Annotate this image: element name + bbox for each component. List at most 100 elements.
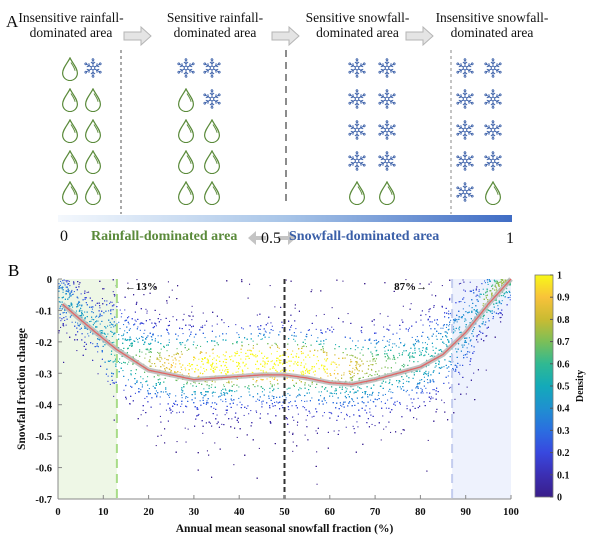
right-arrow-icon xyxy=(278,231,296,245)
scatter-point xyxy=(460,301,462,303)
scatter-point xyxy=(112,361,114,363)
scatter-point xyxy=(388,407,390,409)
scatter-point xyxy=(463,314,465,316)
scatter-point xyxy=(137,339,139,341)
scatter-point xyxy=(333,430,335,432)
scatter-point xyxy=(128,323,130,325)
scatter-point xyxy=(506,288,508,290)
scatter-point xyxy=(138,388,140,390)
scatter-point xyxy=(338,408,340,410)
scatter-point xyxy=(318,391,320,393)
scatter-point xyxy=(194,357,196,359)
scatter-point xyxy=(139,329,141,331)
scatter-point xyxy=(160,319,162,321)
scatter-point xyxy=(141,351,143,353)
scatter-point xyxy=(271,386,273,388)
raindrop-icon xyxy=(177,119,195,143)
scatter-point xyxy=(311,397,313,399)
scatter-point xyxy=(497,305,499,307)
scatter-point xyxy=(262,400,264,402)
scatter-point xyxy=(443,366,445,368)
scatter-point xyxy=(95,304,97,306)
scatter-point xyxy=(475,288,477,290)
scatter-point xyxy=(211,349,213,351)
stage-title-line2: dominated area xyxy=(450,25,534,40)
scatter-point xyxy=(198,358,200,360)
scatter-point xyxy=(302,374,304,376)
scatter-point xyxy=(102,330,104,332)
scatter-point xyxy=(270,329,272,331)
scatter-point xyxy=(428,371,430,373)
scatter-point xyxy=(166,359,168,361)
snowflake-icon xyxy=(348,59,366,78)
scatter-point xyxy=(165,387,167,389)
scatter-point xyxy=(311,383,313,385)
scatter-point xyxy=(159,396,161,398)
scatter-point xyxy=(191,319,193,321)
raindrop-icon xyxy=(61,88,79,112)
scatter-point xyxy=(453,320,455,322)
scatter-point xyxy=(468,305,470,307)
scatter-point xyxy=(349,370,351,372)
scatter-point xyxy=(307,329,309,331)
scatter-point xyxy=(164,357,166,359)
scatter-point xyxy=(404,364,406,366)
scatter-point xyxy=(413,372,415,374)
scatter-point xyxy=(264,366,266,368)
scatter-point xyxy=(285,397,287,399)
scatter-point xyxy=(275,343,277,345)
scatter-point xyxy=(274,405,276,407)
scatter-point xyxy=(371,423,373,425)
scatter-point xyxy=(229,356,231,358)
scatter-point xyxy=(275,364,277,366)
stage-title-insensitive-rainfall: Insensitive rainfall- dominated area xyxy=(6,10,136,40)
scatter-point xyxy=(473,372,475,374)
snowflake-icon xyxy=(348,152,366,171)
scatter-point xyxy=(371,369,373,371)
scatter-point xyxy=(420,387,422,389)
scatter-point xyxy=(198,413,200,415)
scatter-point xyxy=(296,424,298,426)
raindrop-icon xyxy=(84,88,102,112)
scatter-point xyxy=(269,391,271,393)
scatter-point xyxy=(414,349,416,351)
scatter-point xyxy=(234,352,236,354)
scatter-point xyxy=(146,425,148,427)
scatter-point xyxy=(60,287,62,289)
scatter-point xyxy=(78,300,80,302)
scatter-point xyxy=(486,335,488,337)
snowflake-icon xyxy=(456,90,474,109)
scatter-point xyxy=(449,279,451,281)
scatter-point xyxy=(357,426,359,428)
scatter-point xyxy=(280,362,282,364)
scatter-point xyxy=(455,348,457,350)
scatter-point xyxy=(323,397,325,399)
scatter-point xyxy=(60,320,62,322)
scatter-point xyxy=(392,392,394,394)
scatter-point xyxy=(375,358,377,360)
scatter-point xyxy=(379,313,381,315)
scatter-point xyxy=(287,356,289,358)
scatter-point xyxy=(206,381,208,383)
scatter-point xyxy=(362,391,364,393)
scatter-point xyxy=(206,400,208,402)
scatter-point xyxy=(478,289,480,291)
scatter-point xyxy=(240,358,242,360)
scatter-point xyxy=(213,340,215,342)
scatter-point xyxy=(248,344,250,346)
rainfall-dominated-label: Rainfall-dominated area xyxy=(91,229,238,244)
scatter-point xyxy=(426,392,428,394)
scatter-point xyxy=(403,429,405,431)
scatter-point xyxy=(352,399,354,401)
scatter-point xyxy=(374,374,376,376)
scatter-point xyxy=(61,282,63,284)
scatter-point xyxy=(191,368,193,370)
scatter-point xyxy=(136,301,138,303)
scatter-point xyxy=(487,283,489,285)
scatter-point xyxy=(121,362,123,364)
scatter-point xyxy=(485,291,487,293)
raindrop-icon xyxy=(84,181,102,205)
scatter-point xyxy=(78,325,80,327)
scatter-point xyxy=(127,379,129,381)
scatter-point xyxy=(210,386,212,388)
